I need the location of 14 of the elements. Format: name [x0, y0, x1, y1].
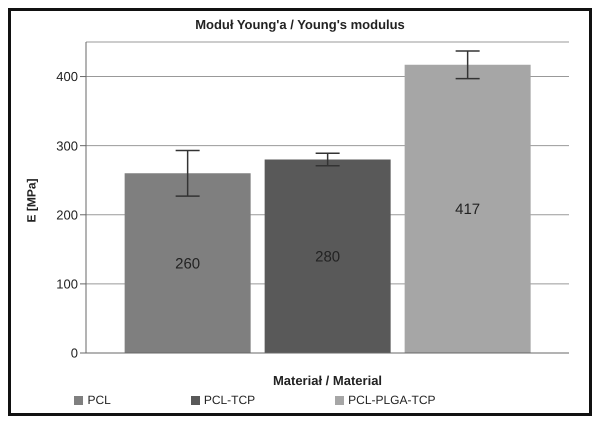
y-tick-label: 100	[56, 276, 78, 292]
data-label: 417	[455, 201, 480, 218]
legend-label: PCL-PLGA-TCP	[348, 393, 436, 407]
data-label: 260	[175, 255, 200, 272]
y-tick-label: 400	[56, 69, 78, 84]
y-axis-title: E [MPa]	[24, 178, 38, 222]
y-tick-label: 300	[56, 138, 78, 154]
x-axis-title: Materiał / Material	[272, 373, 382, 388]
chart-title: Moduł Young'a / Young's modulus	[194, 17, 406, 32]
data-label: 280	[315, 248, 340, 266]
y-tick-label: 0	[70, 346, 78, 361]
y-tick-label: 200	[56, 207, 78, 222]
legend-label: PCL-TCP	[204, 393, 256, 407]
legend-label: PCL	[87, 393, 111, 407]
